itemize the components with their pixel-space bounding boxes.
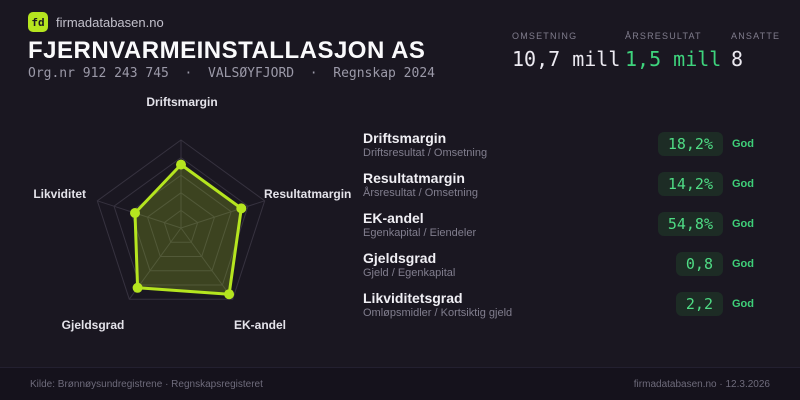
metric-rating: God bbox=[732, 258, 754, 270]
metric-value-badge: 2,2 bbox=[675, 292, 723, 316]
brand-site-name: firmadatabasen.no bbox=[56, 14, 164, 30]
radar-point bbox=[224, 289, 235, 300]
metric-rating: God bbox=[732, 218, 754, 230]
metric-formula: Årsresultat / Omsetning bbox=[363, 187, 478, 199]
radar-point bbox=[132, 282, 143, 293]
metric-result: 54,8% God bbox=[657, 212, 758, 236]
stat-label: ÅRSRESULTAT bbox=[625, 31, 702, 41]
metric-result: 2,2 God bbox=[675, 292, 758, 316]
metric-row-ek-andel: EK-andel Egenkapital / Eiendeler 54,8% G… bbox=[363, 210, 758, 250]
metric-value-badge: 18,2% bbox=[657, 132, 723, 156]
metric-result: 14,2% God bbox=[657, 172, 758, 196]
metric-formula: Omløpsmidler / Kortsiktig gjeld bbox=[363, 307, 513, 319]
radar-axis-driftsmargin: Driftsmargin bbox=[146, 95, 218, 109]
company-subtitle: Org.nr 912 243 745 · VALSØYFJORD · Regns… bbox=[28, 66, 435, 81]
stat-label: ANSATTE bbox=[731, 31, 781, 41]
company-title: FJERNVARMEINSTALLASJON AS bbox=[28, 37, 426, 64]
radar-axis-gjeldsgrad: Gjeldsgrad bbox=[61, 318, 125, 332]
stat-omsetning: OMSETNING 10,7 mill bbox=[512, 31, 620, 71]
radar-chart bbox=[96, 139, 266, 300]
metric-formula: Egenkapital / Eiendeler bbox=[363, 227, 477, 239]
firmadatabasen-logo-icon: fd bbox=[28, 12, 48, 32]
radar-data-points bbox=[130, 159, 247, 300]
metric-value-badge: 14,2% bbox=[657, 172, 723, 196]
metric-info: EK-andel Egenkapital / Eiendeler bbox=[363, 210, 476, 241]
metric-formula: Driftsresultat / Omsetning bbox=[363, 147, 488, 159]
stat-value: 1,5 mill bbox=[625, 47, 722, 71]
metric-row-driftsmargin: Driftsmargin Driftsresultat / Omsetning … bbox=[363, 130, 758, 170]
metric-formula: Gjeld / Egenkapital bbox=[363, 267, 456, 279]
metric-rating: God bbox=[732, 178, 754, 190]
metric-row-gjeldsgrad: Gjeldsgrad Gjeld / Egenkapital 0,8 God bbox=[363, 250, 758, 290]
metric-name: EK-andel bbox=[363, 210, 424, 226]
metric-result: 0,8 God bbox=[675, 252, 758, 276]
radar-grid bbox=[96, 139, 266, 300]
metric-info: Likviditetsgrad Omløpsmidler / Kortsikti… bbox=[363, 290, 512, 321]
radar-axis-ek-andel: EK-andel bbox=[233, 318, 287, 332]
metric-row-likviditetsgrad: Likviditetsgrad Omløpsmidler / Kortsikti… bbox=[363, 290, 758, 330]
metric-info: Resultatmargin Årsresultat / Omsetning bbox=[363, 170, 478, 201]
stat-ansatte: ANSATTE 8 bbox=[731, 31, 780, 71]
radar-point bbox=[236, 203, 247, 214]
metric-name: Resultatmargin bbox=[363, 170, 465, 186]
metric-name: Gjeldsgrad bbox=[363, 250, 437, 266]
metric-rating: God bbox=[732, 138, 754, 150]
radar-point bbox=[176, 159, 186, 170]
stat-value: 8 bbox=[731, 47, 744, 71]
metric-info: Gjeldsgrad Gjeld / Egenkapital bbox=[363, 250, 455, 281]
metric-name: Driftsmargin bbox=[363, 130, 447, 146]
metric-result: 18,2% God bbox=[657, 132, 758, 156]
brand: fd firmadatabasen.no bbox=[28, 12, 164, 32]
metric-rating: God bbox=[732, 298, 754, 310]
radar-axis-likviditet: Likviditet bbox=[33, 187, 86, 201]
metric-value-badge: 54,8% bbox=[657, 212, 723, 236]
radar-point bbox=[130, 208, 140, 218]
radar-data-polygon bbox=[133, 163, 243, 296]
metric-name: Likviditetsgrad bbox=[363, 290, 463, 306]
footer: Kilde: Brønnøysundregistrene · Regnskaps… bbox=[0, 367, 800, 400]
metric-info: Driftsmargin Driftsresultat / Omsetning bbox=[363, 130, 487, 161]
radar-axis-resultatmargin: Resultatmargin bbox=[264, 187, 352, 201]
footer-source: Kilde: Brønnøysundregistrene · Regnskaps… bbox=[30, 378, 263, 390]
footer-attribution: firmadatabasen.no · 12.3.2026 bbox=[633, 378, 770, 390]
metric-value-badge: 0,8 bbox=[675, 252, 723, 276]
metric-row-resultatmargin: Resultatmargin Årsresultat / Omsetning 1… bbox=[363, 170, 758, 210]
stat-label: OMSETNING bbox=[512, 31, 578, 41]
stat-arsresultat: ÅRSRESULTAT 1,5 mill bbox=[625, 31, 721, 71]
stat-value: 10,7 mill bbox=[512, 47, 621, 71]
metrics-panel: Driftsmargin Driftsresultat / Omsetning … bbox=[363, 130, 758, 330]
